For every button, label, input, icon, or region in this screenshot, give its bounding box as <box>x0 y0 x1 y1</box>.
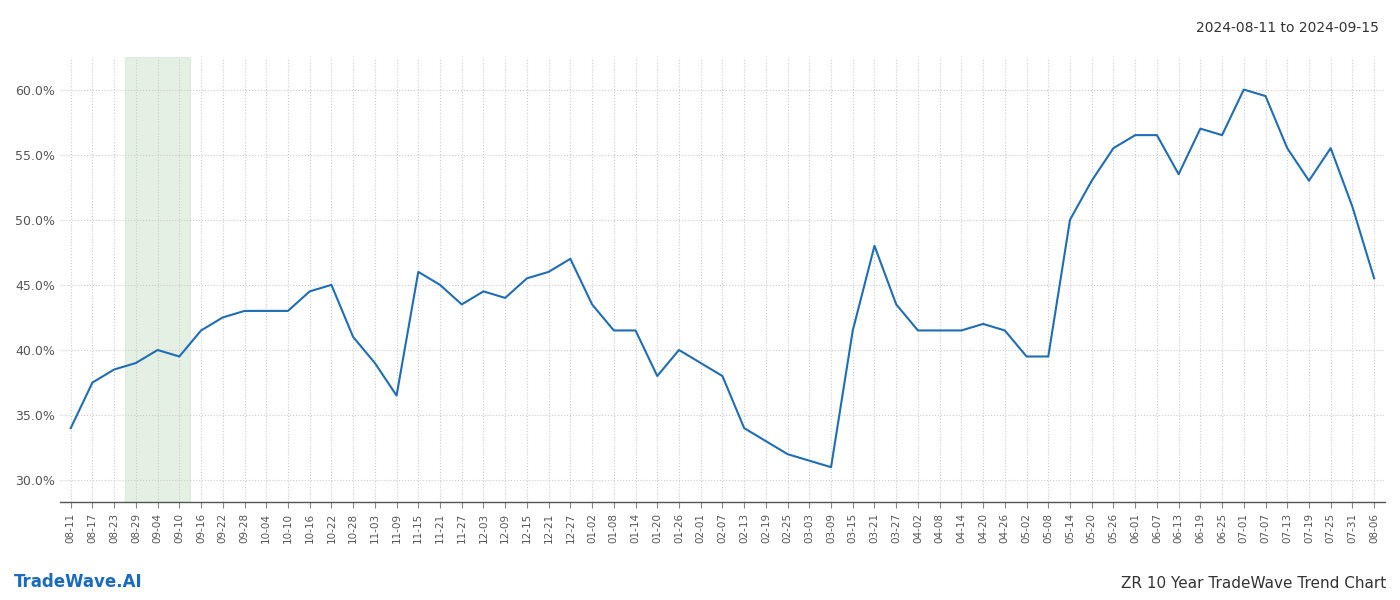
Text: TradeWave.AI: TradeWave.AI <box>14 573 143 591</box>
Text: 2024-08-11 to 2024-09-15: 2024-08-11 to 2024-09-15 <box>1196 21 1379 35</box>
Text: ZR 10 Year TradeWave Trend Chart: ZR 10 Year TradeWave Trend Chart <box>1121 576 1386 591</box>
Bar <box>125 57 190 502</box>
